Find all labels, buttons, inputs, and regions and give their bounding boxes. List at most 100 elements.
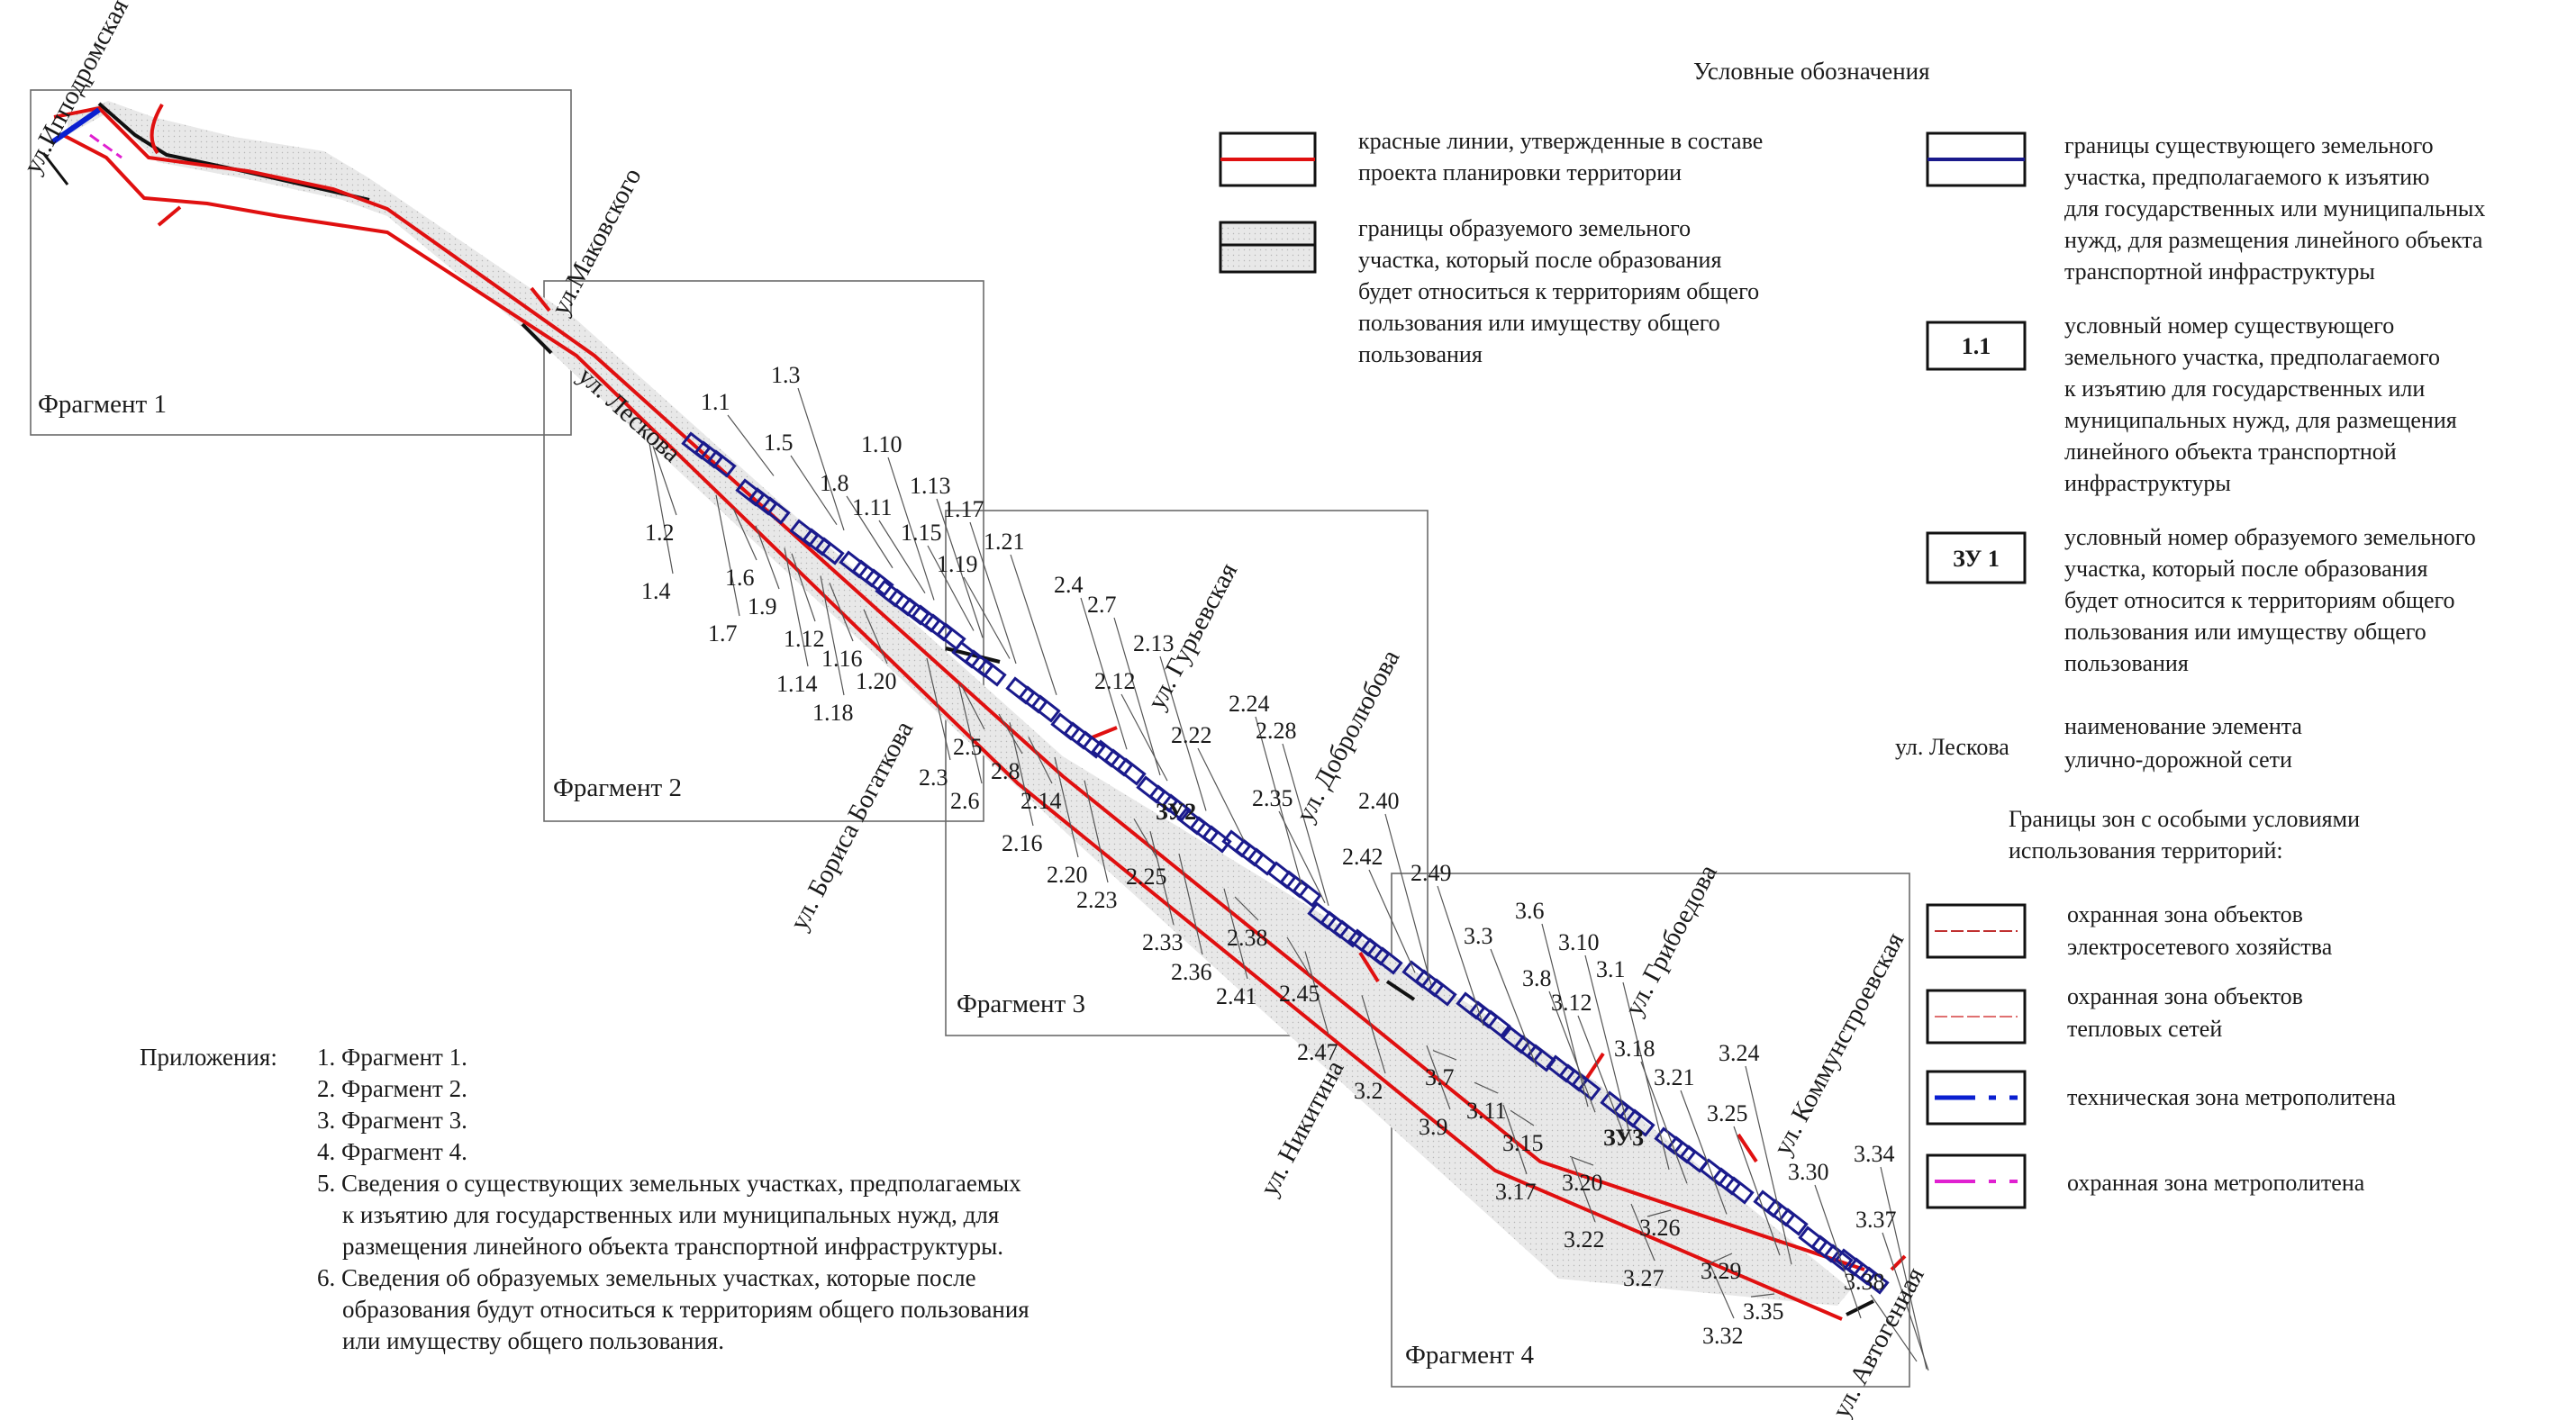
- existing-parcel-shape: [1279, 870, 1310, 899]
- parcel-number-label: 2.36: [1171, 959, 1212, 985]
- leader-line: [1474, 1081, 1499, 1094]
- leader-line: [1120, 693, 1168, 782]
- legend-line: участка, который после образования: [2064, 556, 2427, 582]
- street-borisa-bogatkova: ул. Бориса Богаткова: [785, 716, 919, 935]
- parcel-number-label: 1.15: [901, 520, 942, 546]
- legend-new-number-badge: [1926, 531, 2027, 584]
- parcel-number-label: 1.1: [701, 389, 730, 415]
- legend-line: охранная зона метрополитена: [2067, 1170, 2365, 1196]
- legend-zones-title: Границы зон с особыми условиями: [2009, 806, 2360, 832]
- legend-line: границы существующего земельного: [2064, 132, 2434, 158]
- fragment-frames: [30, 89, 1910, 1388]
- parcel-number-label: 3.2: [1354, 1078, 1383, 1104]
- legend-title: Условные обозначения: [1693, 58, 1930, 85]
- existing-parcel-shape: [1030, 694, 1061, 723]
- parcel-number-label: 1.5: [764, 430, 794, 456]
- leader-line: [1502, 1104, 1528, 1175]
- existing-parcel-shape: [706, 449, 737, 478]
- existing-parcel-shape: [1292, 879, 1322, 908]
- leader-line: [1680, 1090, 1728, 1215]
- leader-line: [1113, 617, 1161, 776]
- existing-parcel-shape: [1846, 1257, 1877, 1286]
- leader-line: [1133, 818, 1158, 860]
- parcel-number-label: 3.3: [1464, 923, 1493, 949]
- appendix-label: Приложения:: [140, 1044, 277, 1071]
- legend-line: электросетевого хозяйства: [2067, 934, 2333, 960]
- parcel-number-label: 3.34: [1854, 1141, 1895, 1167]
- legend-street-sample: ул. Лескова: [1895, 734, 2009, 760]
- existing-parcel-shape: [911, 604, 941, 633]
- metro-tech-line: [50, 107, 101, 145]
- existing-parcel-shape: [1332, 919, 1363, 948]
- legend-line: к изъятию для государственных или: [2064, 375, 2425, 402]
- leader-line: [969, 521, 1017, 665]
- leader-line: [1223, 888, 1248, 980]
- legend-line: для государственных или муниципальных: [2064, 195, 2485, 222]
- parcel-number-label: 1.11: [852, 494, 893, 520]
- parcel-cross-1: [521, 322, 553, 355]
- parcel-number-label: 3.10: [1558, 929, 1600, 955]
- leader-line: [1710, 1265, 1735, 1319]
- appendix-item: 1. Фрагмент 1.: [317, 1044, 467, 1071]
- existing-parcel-shape: [1018, 685, 1048, 714]
- parcel-number-label: 1.19: [937, 551, 978, 577]
- parcel-number-label: 2.12: [1094, 668, 1136, 694]
- legend-existing-number-badge: [1926, 321, 2027, 371]
- existing-parcel-shape: [1234, 838, 1265, 867]
- existing-parcel-shape: [814, 537, 845, 565]
- existing-parcel-shape: [802, 528, 832, 556]
- existing-parcel-shape: [1414, 969, 1445, 998]
- parcel-number-label: 2.24: [1229, 691, 1270, 717]
- existing-parcel-shape: [1148, 784, 1179, 813]
- legend-line: пользования или имуществу общего: [1358, 310, 1720, 336]
- parcel-number-label: 2.28: [1256, 718, 1297, 744]
- parcel-number-label: 3.29: [1701, 1258, 1742, 1284]
- existing-parcel-shape: [1266, 861, 1297, 890]
- parcel-number-label: 1.12: [784, 626, 825, 652]
- parcel-number-label: 2.49: [1410, 860, 1452, 886]
- existing-parcel-shape: [1116, 757, 1147, 786]
- parcel-number-label: 2.7: [1087, 592, 1117, 618]
- leader-line: [1080, 597, 1128, 750]
- leader-line: [791, 553, 816, 622]
- parcel-number-label: 1.4: [641, 578, 671, 604]
- parcel-number-label: 3.25: [1707, 1100, 1748, 1126]
- leader-line: [1548, 990, 1596, 1113]
- leader-line: [1432, 1049, 1457, 1061]
- existing-parcel-shape: [1161, 793, 1192, 822]
- leader-line: [1010, 554, 1057, 695]
- existing-parcel-shape: [964, 649, 994, 678]
- parcel-number-label: 2.6: [950, 788, 980, 814]
- leader-line: [1084, 780, 1109, 883]
- street-griboedova: ул. Грибоедова: [1619, 860, 1723, 1020]
- parcel-number-label: 3.38: [1844, 1269, 1885, 1295]
- parcel-number-label: 2.25: [1126, 864, 1167, 890]
- legend-line: охранная зона объектов: [2067, 983, 2303, 1009]
- leader-line: [1178, 853, 1203, 955]
- parcel-number-label: 1.21: [984, 529, 1025, 555]
- parcel-number-label: 2.5: [953, 734, 983, 760]
- legend-line: будет относиться к территориям общего: [1358, 278, 1759, 304]
- parcel-number-label: 1.2: [645, 520, 675, 546]
- leader-line: [1490, 948, 1537, 1068]
- leader-line: [957, 682, 983, 784]
- existing-parcel-shape: [1625, 1108, 1655, 1137]
- parcel-number-label: 1.9: [748, 593, 777, 620]
- leader-line: [878, 520, 926, 593]
- parcel-number-label: 3.9: [1419, 1114, 1448, 1140]
- legend-existing-parcel-text: границы существующего земельного участка…: [2064, 132, 2485, 285]
- legend-new-parcel-text: границы образуемого земельного участка, …: [1358, 215, 1759, 367]
- existing-parcel-shape: [1798, 1226, 1828, 1254]
- parcel-number-label: 1.7: [708, 620, 738, 647]
- leader-line: [715, 494, 740, 617]
- existing-parcel-shape: [1202, 825, 1232, 854]
- parcel-number-label: 3.7: [1425, 1064, 1455, 1090]
- leader-line: [1197, 747, 1245, 841]
- leader-line: [1054, 756, 1079, 858]
- parcel-number-label: 1.8: [820, 470, 849, 496]
- existing-parcel-shape: [1136, 775, 1166, 804]
- new-parcel-label-zu2: ЗУ2: [1156, 799, 1196, 825]
- parcel-number-label: 2.23: [1076, 887, 1118, 913]
- appendix-item: 2. Фрагмент 2.: [317, 1075, 467, 1102]
- leader-line: [1361, 995, 1386, 1074]
